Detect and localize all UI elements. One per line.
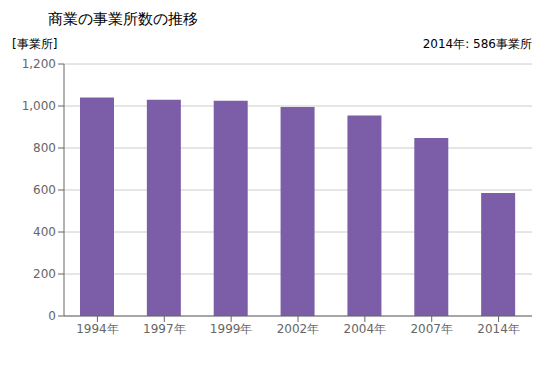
svg-text:400: 400 (33, 225, 56, 239)
svg-text:0: 0 (48, 309, 56, 323)
svg-text:2004年: 2004年 (344, 322, 387, 336)
html-text:[事業所]: [事業所] (12, 37, 58, 51)
svg-text:1,200: 1,200 (22, 57, 56, 71)
svg-text:2002年: 2002年 (277, 322, 320, 336)
svg-text:1,000: 1,000 (22, 99, 56, 113)
svg-text:1994年: 1994年 (76, 322, 119, 336)
svg-text:200: 200 (33, 267, 56, 281)
html-text:商業の事業所数の推移: 商業の事業所数の推移 (48, 10, 198, 28)
svg-text:800: 800 (33, 141, 56, 155)
html-text:2014年: 586事業所: 2014年: 586事業所 (422, 37, 532, 51)
svg-text:1997年: 1997年 (143, 322, 186, 336)
svg-text:600: 600 (33, 183, 56, 197)
svg-text:2014年: 2014年 (477, 322, 520, 336)
svg-text:2007年: 2007年 (410, 322, 453, 336)
svg-text:1999年: 1999年 (210, 322, 253, 336)
